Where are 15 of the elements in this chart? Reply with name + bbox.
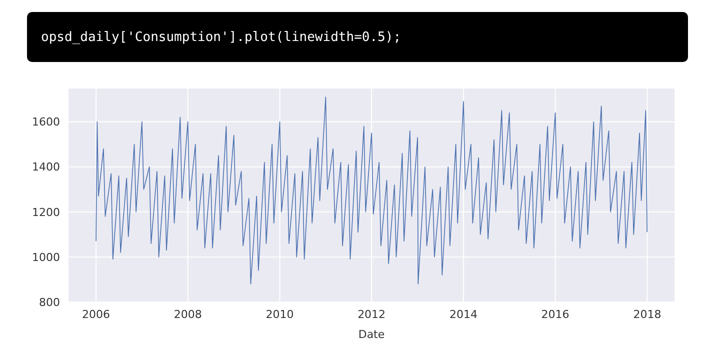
y-tick-label: 1200 xyxy=(32,206,60,219)
y-tick-label: 1000 xyxy=(32,250,60,264)
line-series xyxy=(96,96,648,284)
x-tick-label: 2016 xyxy=(541,308,570,321)
x-tick-label: 2012 xyxy=(358,308,386,321)
y-tick-label: 1600 xyxy=(32,116,60,129)
x-axis-title: Date xyxy=(358,328,385,341)
y-tick-label: 800 xyxy=(39,296,60,309)
x-tick-label: 2018 xyxy=(633,308,662,321)
x-tick-label: 2014 xyxy=(449,308,478,321)
text: opsd_daily['Consumption'].plot(linewidth=0.5); xyxy=(41,30,402,44)
y-tick-label: 1400 xyxy=(32,160,60,174)
x-tick-label: 2010 xyxy=(266,308,294,321)
x-tick-label: 2008 xyxy=(174,308,202,321)
x-tick-label: 2006 xyxy=(82,308,110,321)
